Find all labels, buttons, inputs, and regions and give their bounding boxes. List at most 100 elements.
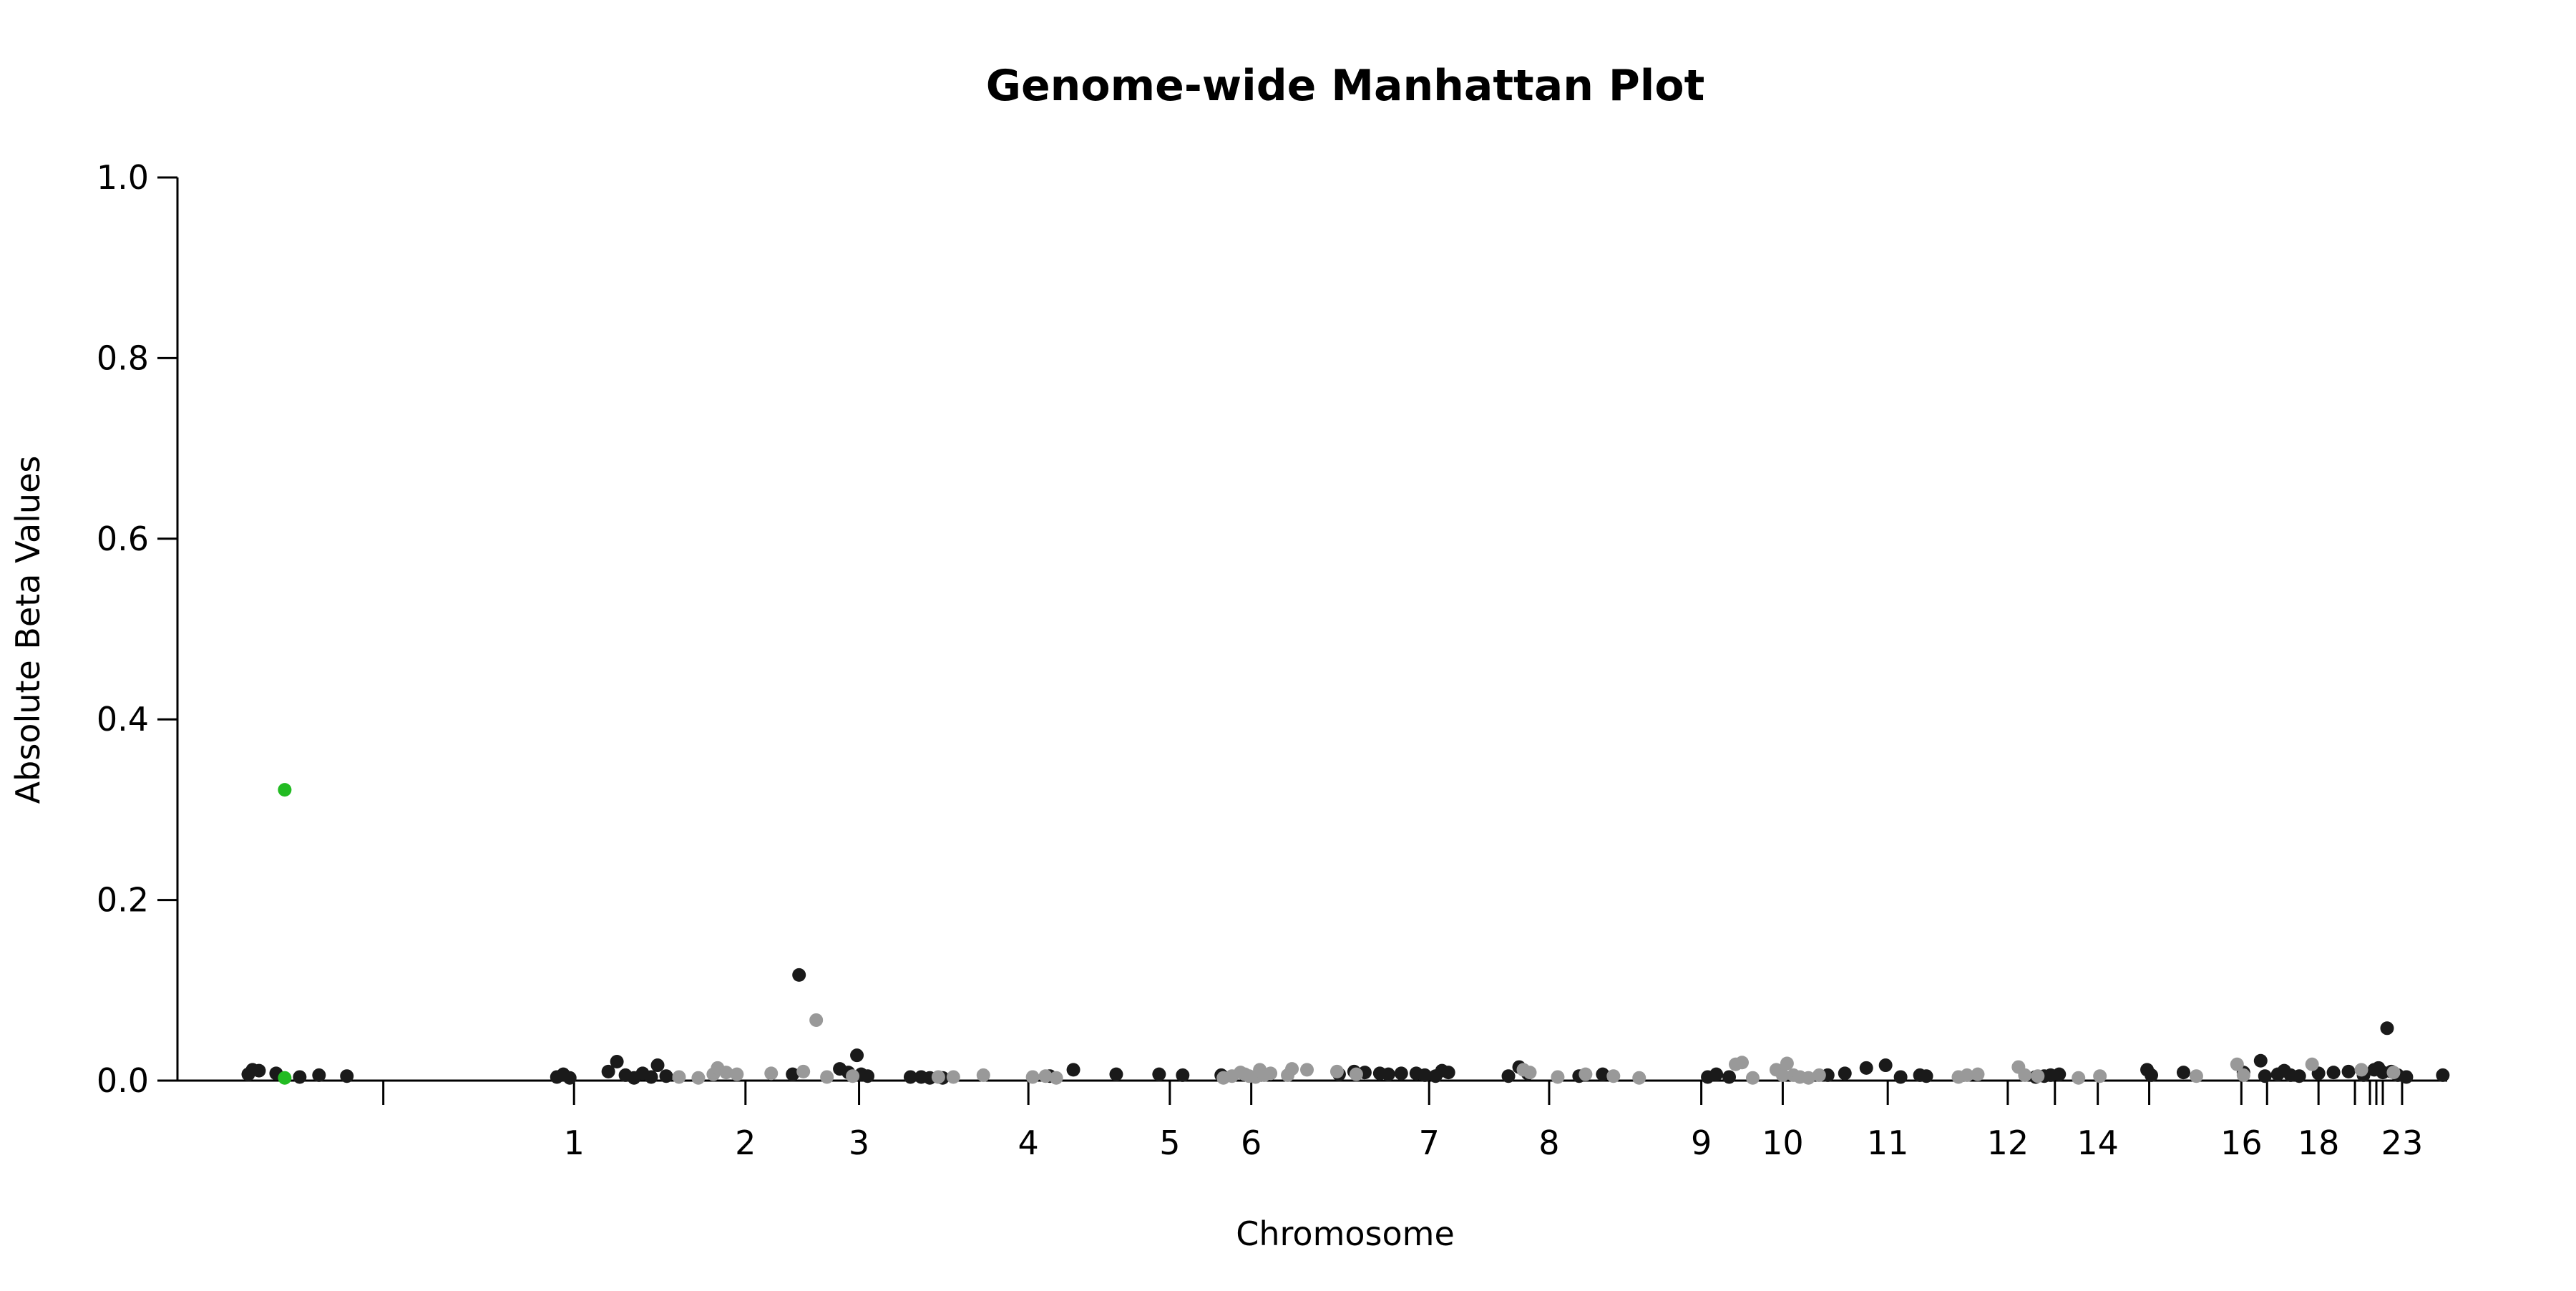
data-point — [850, 1048, 864, 1063]
data-point — [2176, 1066, 2190, 1080]
data-point — [1025, 1070, 1040, 1084]
data-point — [846, 1069, 860, 1083]
data-point — [293, 1070, 307, 1084]
data-point — [1709, 1067, 1724, 1081]
y-tick-label: 0.2 — [97, 881, 149, 920]
y-tick-label: 0.8 — [97, 338, 149, 377]
data-point — [1418, 1068, 1432, 1082]
data-point — [1264, 1066, 1278, 1081]
data-point — [2354, 1063, 2368, 1077]
data-point — [1971, 1067, 1985, 1081]
data-point — [1859, 1061, 1873, 1075]
x-axis-label: Chromosome — [1236, 1214, 1455, 1253]
data-point — [730, 1067, 744, 1081]
data-point — [2052, 1067, 2067, 1081]
data-point — [861, 1069, 875, 1083]
data-point — [786, 1067, 800, 1081]
highlight-point — [278, 1071, 292, 1085]
y-tick-label: 0.0 — [97, 1061, 149, 1100]
y-axis-label: Absolute Beta Values — [9, 456, 47, 804]
data-point — [1596, 1067, 1610, 1081]
data-point — [1038, 1069, 1053, 1083]
x-tick-label: 2 — [735, 1124, 756, 1162]
data-point — [2072, 1071, 2086, 1085]
data-point — [1606, 1069, 1621, 1083]
data-point — [672, 1070, 686, 1084]
data-point — [1838, 1066, 1852, 1081]
data-point — [340, 1069, 354, 1083]
data-point — [2031, 1069, 2045, 1083]
data-point — [792, 968, 806, 982]
axes: 0.00.20.40.60.81.01 2 3 4 5 6 7 8 9 10 11 12 14 16 18 2… — [97, 158, 2447, 1162]
data-point — [2326, 1066, 2341, 1080]
data-point — [1349, 1067, 1363, 1081]
data-point — [976, 1068, 990, 1082]
data-point — [659, 1069, 673, 1083]
data-point — [2436, 1068, 2450, 1082]
x-tick-label: 3 — [849, 1124, 869, 1162]
data-point — [1523, 1066, 1537, 1080]
x-tick-label: 5 — [1159, 1124, 1180, 1162]
data-point — [1381, 1067, 1395, 1081]
y-tick-label: 1.0 — [97, 158, 149, 197]
data-point — [2341, 1064, 2356, 1078]
x-tick-label: 9 — [1691, 1124, 1712, 1162]
data-point — [2399, 1070, 2414, 1084]
data-point — [1551, 1070, 1565, 1084]
data-point — [252, 1063, 266, 1078]
x-tick-label: 23 — [2381, 1124, 2424, 1162]
y-tick-label: 0.4 — [97, 700, 149, 739]
data-point — [1152, 1067, 1166, 1081]
data-point — [1812, 1068, 1826, 1082]
data-point — [2386, 1066, 2401, 1080]
x-tick-label: 7 — [1419, 1124, 1440, 1162]
data-point — [644, 1070, 658, 1084]
highlight-point — [278, 783, 292, 797]
data-point — [1066, 1063, 1080, 1077]
data-point — [1745, 1071, 1760, 1085]
data-point — [719, 1066, 733, 1080]
data-point — [2236, 1068, 2250, 1082]
chart-title: Genome-wide Manhattan Plot — [986, 61, 1705, 111]
x-tick-label: 1 — [564, 1124, 585, 1162]
data-point — [1300, 1063, 1314, 1077]
data-point — [2018, 1068, 2032, 1082]
data-point — [2093, 1069, 2107, 1083]
data-points — [241, 783, 2450, 1085]
x-tick-label: 10 — [1762, 1124, 1804, 1162]
data-point — [2189, 1069, 2203, 1083]
data-point — [1780, 1056, 1794, 1071]
data-point — [650, 1058, 665, 1073]
data-point — [820, 1070, 834, 1084]
x-tick-label: 6 — [1241, 1124, 1262, 1162]
data-point — [903, 1070, 917, 1084]
data-point — [1919, 1069, 1933, 1083]
data-point — [1109, 1067, 1123, 1081]
data-point — [1775, 1068, 1790, 1082]
x-tick-label: 12 — [1987, 1124, 2029, 1162]
data-point — [1176, 1068, 1190, 1082]
data-point — [2292, 1069, 2306, 1083]
x-tick-label: 16 — [2220, 1124, 2263, 1162]
data-point — [1049, 1071, 1063, 1085]
data-point — [946, 1070, 960, 1084]
data-point — [610, 1054, 624, 1068]
data-point — [2145, 1068, 2159, 1082]
data-point — [2380, 1021, 2394, 1036]
data-point — [1632, 1071, 1646, 1085]
data-point — [2230, 1057, 2244, 1071]
data-point — [764, 1066, 779, 1081]
data-point — [1579, 1067, 1593, 1081]
x-tick-label: 11 — [1867, 1124, 1909, 1162]
x-tick-label: 8 — [1538, 1124, 1559, 1162]
data-point — [562, 1071, 577, 1085]
data-point — [1285, 1062, 1299, 1076]
data-point — [1878, 1058, 1893, 1073]
data-point — [2305, 1057, 2319, 1071]
x-tick-label: 4 — [1018, 1124, 1039, 1162]
data-point — [1801, 1071, 1815, 1085]
data-point — [931, 1070, 945, 1084]
data-point — [1735, 1056, 1749, 1070]
